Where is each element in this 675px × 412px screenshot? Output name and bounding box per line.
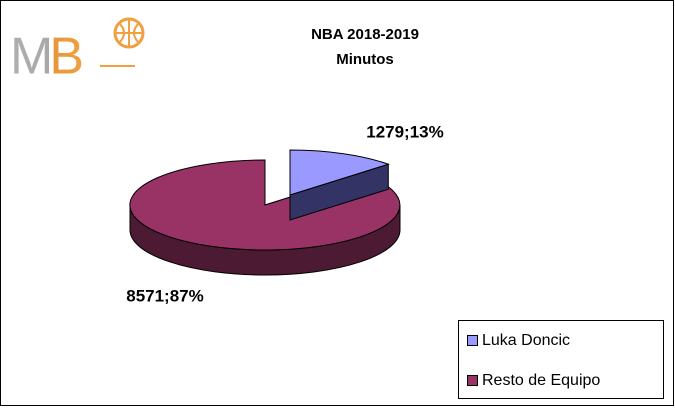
- legend-label: Luka Doncic: [482, 332, 570, 349]
- legend: [458, 320, 664, 399]
- legend-swatch: [467, 335, 478, 346]
- data-label: 1279;13%: [366, 122, 444, 141]
- legend-swatch: [467, 375, 478, 386]
- chart-title: NBA 2018-2019: [311, 26, 419, 43]
- slice-top: [289, 149, 390, 196]
- chart-title: Minutos: [336, 51, 394, 68]
- slice-top: [129, 159, 401, 251]
- logo-ball-lines: [115, 19, 143, 47]
- data-label: 8571;87%: [126, 286, 204, 305]
- logo-text: MB: [10, 28, 81, 86]
- legend-label: Resto de Equipo: [482, 372, 600, 389]
- logo: MB: [10, 17, 145, 86]
